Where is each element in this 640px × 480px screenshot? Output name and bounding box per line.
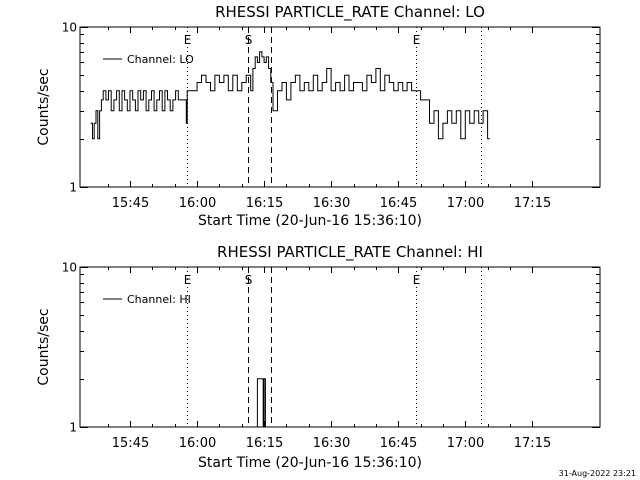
event-marker-label: E <box>184 33 192 47</box>
timestamp: 31-Aug-2022 23:21 <box>559 469 636 478</box>
x-tick-label: 17:00 <box>447 196 484 211</box>
y-tick-label: 10 <box>62 21 77 35</box>
x-tick-label: 17:15 <box>514 196 551 211</box>
x-tick-label: 15:45 <box>112 196 149 211</box>
x-tick-label: 16:15 <box>246 196 283 211</box>
x-tick-label: 16:30 <box>313 436 350 451</box>
x-tick-label: 16:00 <box>179 196 216 211</box>
x-tick-label: 17:15 <box>514 436 551 451</box>
x-axis-label: Start Time (20-Jun-16 15:36:10) <box>198 213 422 229</box>
x-tick-label: 15:45 <box>112 436 149 451</box>
series-line-hi <box>256 378 266 428</box>
event-marker-label: E <box>413 33 421 47</box>
event-marker-label: E <box>413 273 421 287</box>
event-marker-label: S <box>245 33 253 47</box>
x-tick-label: 16:15 <box>246 436 283 451</box>
legend-label: Channel: HI <box>127 293 191 306</box>
series-line-lo <box>90 51 490 140</box>
legend-label: Channel: LO <box>127 53 194 66</box>
y-tick-label: 10 <box>62 261 77 275</box>
plot-frame <box>79 266 601 428</box>
legend: Channel: LO <box>103 53 194 66</box>
panel-hi: RHESSI PARTICLE_RATE Channel: HI E S E 15:… <box>36 243 601 471</box>
chart-title: RHESSI PARTICLE_RATE Channel: LO <box>215 3 485 22</box>
panel-lo: RHESSI PARTICLE_RATE Channel: LO E S E 15:… <box>36 3 601 229</box>
x-tick-label: 16:30 <box>313 196 350 211</box>
event-marker-label: S <box>245 273 253 287</box>
x-axis-label: Start Time (20-Jun-16 15:36:10) <box>198 455 422 471</box>
event-marker-label: E <box>184 273 192 287</box>
x-tick-label: 16:45 <box>380 196 417 211</box>
x-tick-label: 16:45 <box>380 436 417 451</box>
y-tick-label: 1 <box>69 421 77 435</box>
chart-title: RHESSI PARTICLE_RATE Channel: HI <box>217 243 483 262</box>
x-tick-label: 17:00 <box>447 436 484 451</box>
y-tick-label: 1 <box>69 181 77 195</box>
legend: Channel: HI <box>103 293 191 306</box>
y-axis-label: Counts/sec <box>36 68 52 145</box>
plot-frame <box>79 26 601 188</box>
x-tick-label: 16:00 <box>179 436 216 451</box>
y-axis-label: Counts/sec <box>36 308 52 385</box>
